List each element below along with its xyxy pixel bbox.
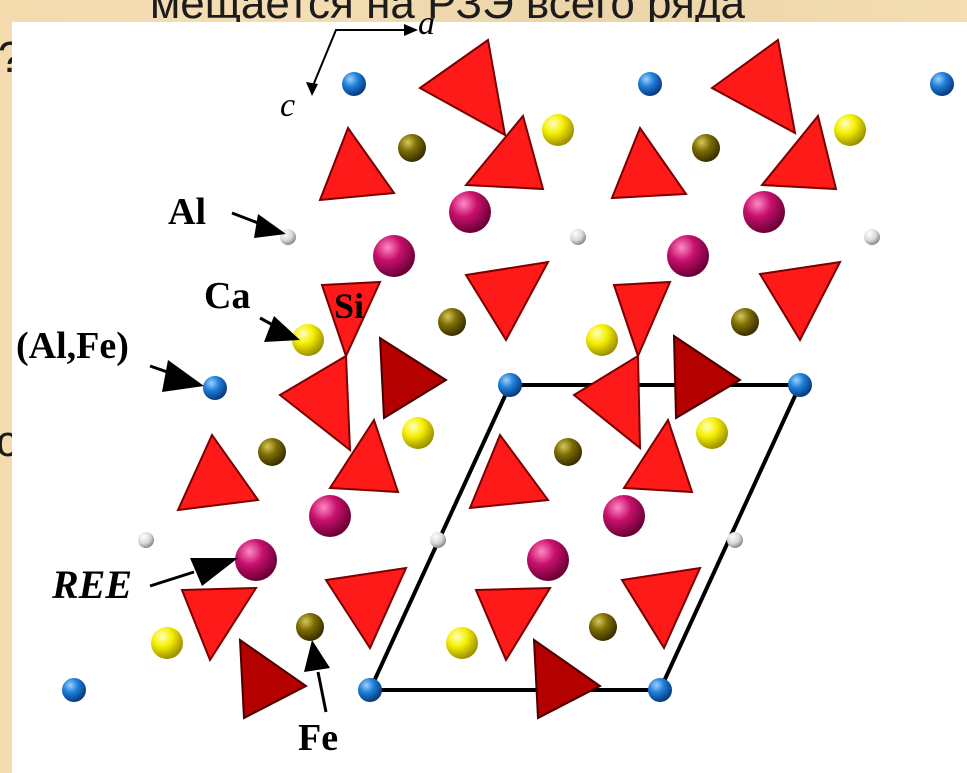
al-fe-atom — [788, 373, 812, 397]
label-fe: Fe — [298, 717, 338, 759]
fe-atom — [296, 613, 324, 641]
ree-atom — [743, 191, 785, 233]
al-fe-atom — [638, 72, 662, 96]
ca-atom — [696, 417, 728, 449]
a-axis-label: a — [418, 5, 435, 42]
ree-atom — [527, 539, 569, 581]
axes-indicator: a c — [280, 5, 435, 124]
fe-atom — [589, 613, 617, 641]
label-al: Al — [168, 191, 206, 233]
tetrahedron — [320, 280, 382, 359]
tetrahedron — [238, 638, 308, 720]
al-fe-arrowhead — [162, 360, 204, 392]
ree-atom — [603, 495, 645, 537]
tetrahedron — [532, 638, 602, 720]
atom-labels: Al Ca Si (Al,Fe) REE Fe — [16, 191, 364, 759]
ree-arrow-line — [149, 570, 195, 588]
fe-atom — [438, 308, 466, 336]
al-atom — [430, 532, 446, 548]
ca-atom — [834, 114, 866, 146]
tetrahedron — [610, 125, 688, 200]
tetrahedron — [463, 113, 545, 191]
tetrahedron — [464, 260, 550, 343]
tetrahedron — [468, 432, 550, 510]
al-fe-atom — [648, 678, 672, 702]
ree-atom — [373, 235, 415, 277]
al-fe-atom — [358, 678, 382, 702]
al-atom — [138, 532, 154, 548]
label-al-fe: (Al,Fe) — [16, 325, 129, 367]
tetrahedron — [622, 417, 694, 494]
fe-atom — [398, 134, 426, 162]
label-ree: REE — [51, 562, 132, 607]
ca-atom — [292, 324, 324, 356]
fe-arrow-line — [316, 671, 328, 713]
fe-arrowhead — [304, 640, 330, 672]
tetrahedron — [324, 566, 408, 651]
tetrahedron — [672, 334, 742, 420]
ca-atom — [151, 627, 183, 659]
ca-atom — [586, 324, 618, 356]
ree-atom — [309, 495, 351, 537]
al-fe-atom — [203, 376, 227, 400]
al-fe-atom — [342, 72, 366, 96]
fe-atom — [731, 308, 759, 336]
al-fe-atom — [62, 678, 86, 702]
label-si: Si — [334, 286, 364, 326]
al-fe-atom — [498, 373, 522, 397]
ca-atom — [446, 627, 478, 659]
ca-arrowhead — [264, 316, 300, 342]
tetrahedron — [758, 260, 842, 343]
tetrahedron — [418, 38, 507, 137]
tetrahedron — [612, 280, 672, 359]
tetrahedron — [378, 336, 448, 420]
al-atom — [570, 229, 586, 245]
axes-lines — [311, 29, 404, 89]
tetrahedron — [328, 417, 400, 494]
al-atom — [864, 229, 880, 245]
a-axis-arrowhead — [404, 24, 418, 36]
ree-atom — [667, 235, 709, 277]
si-tetrahedra-dark — [238, 334, 742, 720]
c-axis-arrowhead — [306, 82, 318, 96]
al-atom — [727, 532, 743, 548]
atoms — [62, 72, 954, 702]
ree-atom — [449, 191, 491, 233]
ree-arrowhead — [190, 558, 238, 586]
tetrahedron — [318, 125, 396, 202]
tetrahedron — [278, 354, 352, 453]
tetrahedron — [176, 432, 260, 512]
label-arrows — [149, 211, 330, 713]
si-tetrahedra-light — [176, 38, 842, 663]
ca-atom — [542, 114, 574, 146]
c-axis-label: c — [280, 87, 295, 124]
al-fe-atom — [930, 72, 954, 96]
ca-atom — [402, 417, 434, 449]
tetrahedron — [180, 586, 258, 663]
fe-atom — [692, 134, 720, 162]
al-arrowhead — [254, 214, 286, 238]
fe-atom — [554, 438, 582, 466]
fe-atom — [258, 438, 286, 466]
tetrahedron — [710, 38, 797, 135]
ree-atom — [235, 539, 277, 581]
label-ca: Ca — [204, 275, 250, 317]
tetrahedron — [474, 586, 552, 663]
tetrahedron — [572, 354, 642, 451]
tetrahedron — [759, 113, 838, 191]
al-atom — [280, 229, 296, 245]
tetrahedron — [620, 566, 702, 651]
